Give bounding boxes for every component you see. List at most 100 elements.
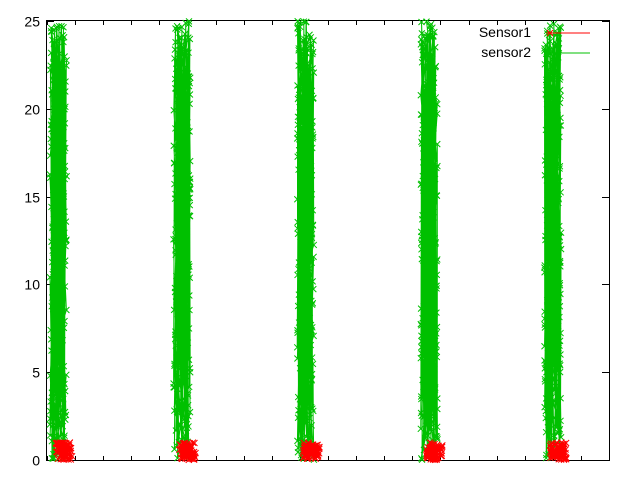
y-tick-label: 10 [24, 277, 40, 293]
data-point [418, 236, 426, 244]
data-point [546, 250, 554, 258]
data-point [541, 324, 549, 331]
data-point [425, 49, 432, 56]
data-point [183, 304, 191, 312]
data-point [557, 417, 564, 425]
data-point [547, 118, 554, 126]
data-point [178, 161, 186, 169]
data-point [173, 77, 181, 85]
data-point [422, 301, 430, 309]
data-point [186, 91, 194, 98]
data-point [300, 137, 307, 144]
data-point [556, 425, 564, 433]
data-point [172, 170, 179, 177]
data-point [541, 44, 548, 52]
data-point [427, 167, 434, 175]
data-point [50, 347, 57, 355]
data-point [432, 239, 440, 246]
data-point [51, 325, 59, 333]
data-point [55, 96, 62, 104]
data-point [49, 77, 57, 84]
data-point [191, 439, 198, 447]
data-point [543, 368, 550, 376]
data-point [420, 383, 427, 391]
data-point [174, 374, 182, 381]
data-point [423, 151, 431, 158]
data-point [50, 249, 57, 256]
data-point [553, 61, 561, 68]
data-point [552, 379, 559, 386]
data-point [55, 420, 63, 428]
data-point [186, 263, 193, 270]
data-point [307, 191, 314, 198]
data-point [60, 384, 68, 392]
data-point [184, 34, 192, 41]
data-point [428, 157, 435, 165]
data-point [55, 280, 62, 288]
data-point [181, 334, 189, 341]
data-point [182, 451, 189, 458]
data-point [300, 447, 307, 454]
data-point [542, 126, 550, 134]
data-point [56, 209, 63, 217]
data-point [308, 323, 316, 331]
data-point [183, 420, 191, 428]
data-point [294, 113, 302, 121]
data-point [60, 147, 68, 155]
data-point [177, 421, 185, 429]
data-point [426, 26, 434, 33]
data-point [301, 41, 309, 49]
data-point [432, 62, 440, 70]
data-point [418, 245, 425, 253]
data-point [547, 148, 555, 155]
data-point [548, 278, 556, 286]
data-point [180, 109, 188, 117]
data-point [63, 172, 70, 180]
data-point [421, 388, 429, 396]
data-point [550, 431, 558, 439]
data-point [308, 87, 316, 95]
data-point [553, 284, 560, 292]
data-point [553, 393, 561, 400]
data-point [174, 75, 182, 82]
data-point [431, 344, 439, 351]
data-point [427, 61, 435, 69]
data-point [61, 262, 69, 269]
data-point [56, 374, 64, 381]
data-point [310, 332, 318, 340]
data-point [171, 360, 178, 368]
data-point [186, 79, 194, 87]
data-point [303, 403, 311, 410]
data-point [300, 18, 308, 25]
data-point [177, 328, 185, 336]
data-point [545, 426, 552, 434]
data-point [301, 49, 309, 57]
data-point [432, 99, 440, 107]
data-point [303, 204, 311, 212]
data-point [551, 74, 558, 81]
data-point [426, 363, 434, 371]
data-point [433, 348, 440, 355]
data-point [302, 401, 310, 409]
data-point [185, 186, 193, 193]
data-point [53, 102, 61, 110]
data-point [551, 136, 558, 144]
data-point [172, 427, 180, 434]
data-point [543, 161, 550, 169]
data-point [49, 433, 57, 441]
data-point [553, 175, 561, 183]
data-point [418, 332, 425, 340]
data-point [549, 131, 556, 139]
data-point [546, 75, 553, 82]
data-point [304, 268, 311, 276]
data-point [177, 266, 184, 274]
data-point [310, 37, 317, 44]
data-point [50, 232, 58, 239]
data-point [297, 125, 305, 132]
data-point [555, 35, 563, 42]
data-point [309, 206, 317, 214]
data-point [544, 402, 552, 409]
data-point [560, 443, 567, 451]
data-point [170, 383, 177, 391]
data-point [170, 106, 178, 114]
